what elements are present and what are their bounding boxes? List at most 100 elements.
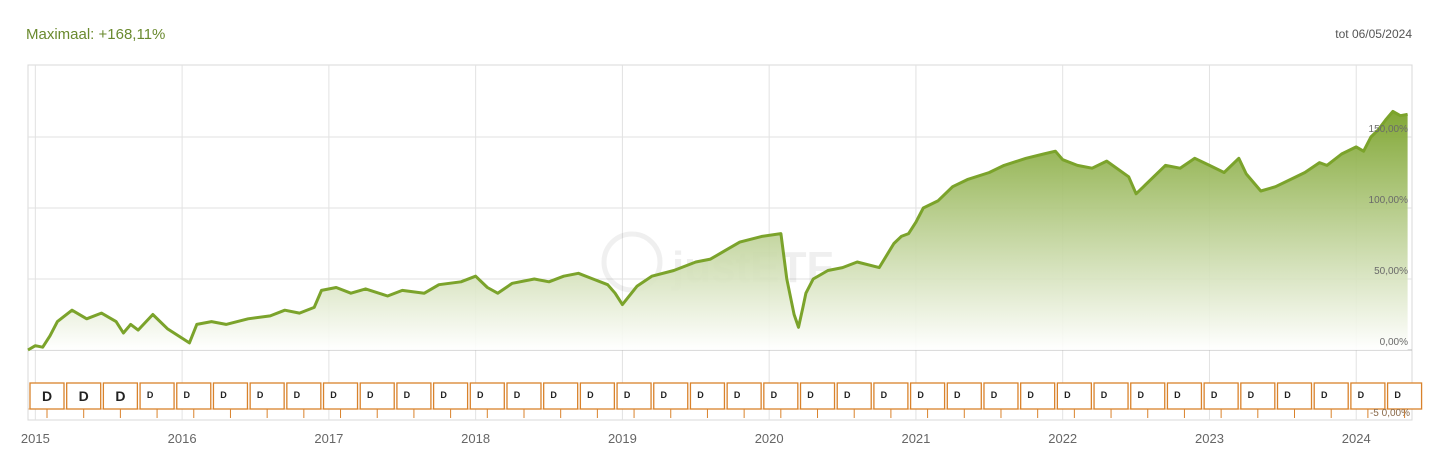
dividend-label-32: D bbox=[1211, 390, 1218, 400]
dividend-marker-31: D bbox=[1166, 382, 1203, 418]
y-tick-label-2: 100,00% bbox=[1369, 195, 1409, 206]
x-tick-label-3: 2018 bbox=[461, 431, 490, 446]
dividend-label-20: D bbox=[771, 390, 778, 400]
dividend-label-37: D bbox=[1394, 390, 1401, 400]
dividend-label-13: D bbox=[514, 390, 521, 400]
dividend-label-14: D bbox=[550, 390, 557, 400]
series-line bbox=[27, 109, 1408, 352]
x-tick-label-9: 2024 bbox=[1342, 431, 1371, 446]
dividend-marker-26: D bbox=[983, 382, 1019, 418]
dividend-marker-33: D bbox=[1240, 382, 1276, 418]
dividend-label-24: D bbox=[917, 390, 924, 400]
dividend-marker-30: D bbox=[1130, 382, 1166, 418]
dividend-label-26: D bbox=[991, 390, 998, 400]
dividend-marker-10: D bbox=[396, 382, 432, 418]
dividend-label-33: D bbox=[1248, 390, 1255, 400]
dividend-label-36: D bbox=[1358, 390, 1365, 400]
x-tick-label-8: 2023 bbox=[1195, 431, 1224, 446]
dividend-marker-23: D bbox=[873, 382, 909, 418]
dividend-label-25: D bbox=[954, 390, 961, 400]
x-tick-label-2: 2017 bbox=[314, 431, 343, 446]
dividend-marker-2: D bbox=[102, 382, 139, 418]
dividend-label-22: D bbox=[844, 390, 851, 400]
dividend-label-4: D bbox=[184, 390, 191, 400]
dividend-marker-4: D bbox=[176, 382, 212, 418]
dividend-marker-8: D bbox=[322, 382, 359, 418]
dividend-marker-3: D bbox=[139, 382, 175, 418]
dividend-marker-37: D bbox=[1386, 382, 1423, 418]
x-tick-label-4: 2019 bbox=[608, 431, 637, 446]
dividend-marker-29: D bbox=[1093, 382, 1129, 418]
y-tick-label-0: 0,00% bbox=[1380, 337, 1408, 348]
dividend-marker-5: D bbox=[212, 382, 249, 418]
y-tick-label-3: 150,00% bbox=[1369, 124, 1409, 135]
dividend-label-18: D bbox=[697, 390, 704, 400]
dividend-marker-17: D bbox=[653, 382, 689, 418]
dividend-marker-34: D bbox=[1276, 382, 1313, 418]
dividend-marker-12: D bbox=[469, 382, 505, 418]
dividend-label-7: D bbox=[294, 390, 301, 400]
dividend-label-30: D bbox=[1137, 390, 1144, 400]
dividend-label-6: D bbox=[257, 390, 264, 400]
dividend-marker-1: D bbox=[66, 382, 102, 418]
dividend-marker-25: D bbox=[946, 382, 982, 418]
dividend-marker-27: D bbox=[1020, 382, 1056, 418]
x-tick-label-1: 2016 bbox=[168, 431, 197, 446]
dividend-label-15: D bbox=[587, 390, 594, 400]
dividend-row: D D D D D D D D D D D D D D D D D D D D D D D D D D D D D D D D D D D D D D -5… bbox=[28, 382, 1423, 419]
dividend-label-3: D bbox=[147, 390, 154, 400]
dividend-label-5: D bbox=[220, 390, 227, 400]
y-axis-labels: 0,00% 50,00% 100,00% 150,00% bbox=[1369, 124, 1409, 348]
dividend-marker-19: D bbox=[726, 382, 762, 418]
dividend-marker-11: D bbox=[432, 382, 469, 418]
dividend-label-23: D bbox=[881, 390, 888, 400]
dividend-marker-28: D bbox=[1056, 382, 1093, 418]
series-area-fill bbox=[28, 111, 1408, 351]
dividend-label-28: D bbox=[1064, 390, 1071, 400]
max-performance-label: Maximaal: +168,11% bbox=[26, 26, 166, 43]
dividend-label-17: D bbox=[661, 390, 668, 400]
dividend-label-1: D bbox=[79, 388, 89, 404]
chart-area bbox=[27, 109, 1408, 352]
dividend-label-8: D bbox=[330, 390, 337, 400]
dividend-label-19: D bbox=[734, 390, 741, 400]
dividend-marker-16: D bbox=[616, 382, 652, 418]
dividend-label-12: D bbox=[477, 390, 484, 400]
dividend-marker-6: D bbox=[249, 382, 285, 418]
y-tick-label-1: 50,00% bbox=[1374, 266, 1408, 277]
dividend-marker-35: D bbox=[1313, 382, 1349, 418]
dividend-label-2: D bbox=[115, 388, 125, 404]
dividend-label-9: D bbox=[367, 390, 374, 400]
dividend-label-27: D bbox=[1027, 390, 1034, 400]
date-range-label: tot 06/05/2024 bbox=[1335, 27, 1412, 41]
dividend-marker-14: D bbox=[543, 382, 579, 418]
x-tick-label-0: 2015 bbox=[21, 431, 50, 446]
dividend-marker-36: D bbox=[1350, 382, 1386, 418]
dividend-label-35: D bbox=[1321, 390, 1328, 400]
dividend-marker-18: D bbox=[689, 382, 726, 418]
dividend-marker-0: D bbox=[29, 382, 65, 418]
dividend-marker-7: D bbox=[286, 382, 322, 418]
dividend-marker-13: D bbox=[506, 382, 542, 418]
x-tick-label-7: 2022 bbox=[1048, 431, 1077, 446]
dividend-marker-15: D bbox=[579, 382, 616, 418]
dividend-label-29: D bbox=[1101, 390, 1108, 400]
dividend-marker-24: D bbox=[909, 382, 946, 418]
dividend-label-0: D bbox=[42, 388, 52, 404]
dividend-marker-22: D bbox=[836, 382, 872, 418]
dividend-label-16: D bbox=[624, 390, 631, 400]
dividend-label-31: D bbox=[1174, 390, 1181, 400]
dividend-marker-21: D bbox=[799, 382, 836, 418]
dividend-marker-32: D bbox=[1203, 382, 1239, 418]
dividend-label-11: D bbox=[440, 390, 447, 400]
dividend-label-21: D bbox=[807, 390, 814, 400]
dividend-label-34: D bbox=[1284, 390, 1291, 400]
dividend-label-10: D bbox=[404, 390, 411, 400]
dividend-marker-20: D bbox=[763, 382, 799, 418]
dividend-marker-9: D bbox=[359, 382, 395, 418]
dividend-axis-label: -5 0,00% bbox=[1370, 408, 1410, 419]
x-tick-label-5: 2020 bbox=[755, 431, 784, 446]
x-tick-label-6: 2021 bbox=[901, 431, 930, 446]
x-axis-labels: 2015 2016 2017 2018 2019 2020 2021 2022 2023 2024 bbox=[21, 431, 1371, 446]
